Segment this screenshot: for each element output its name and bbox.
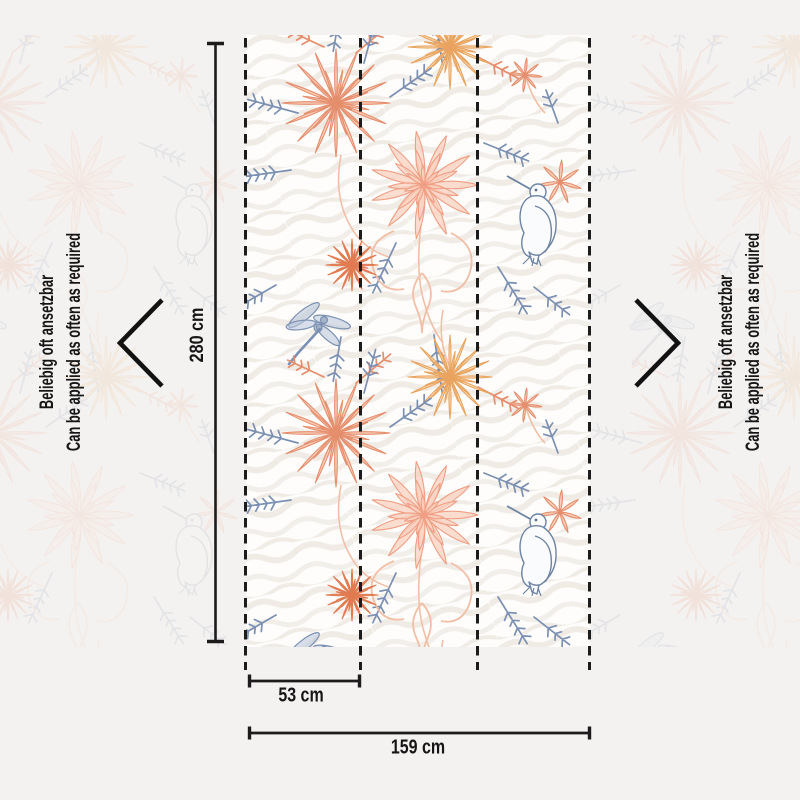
side-note-right-en: Can be applied as often as required [743,232,764,452]
panel-width-value: 53 cm [278,684,324,707]
wallpaper-preview [246,35,590,647]
side-note-right: Beliebig oft ansetzbar Can be applied as… [713,182,767,503]
height-dimension-label: 280 cm [187,303,209,367]
total-width-value: 159 cm [390,736,446,759]
height-value: 280 cm [187,307,208,363]
side-note-left: Beliebig oft ansetzbar Can be applied as… [34,182,88,503]
chevron-right-icon[interactable] [628,294,686,392]
total-width-dimension-label: 159 cm [384,737,452,760]
side-note-left-de: Beliebig oft ansetzbar [37,274,58,410]
panel-width-dimension-label: 53 cm [273,685,330,708]
side-note-left-en: Can be applied as often as required [64,232,85,452]
chevron-left-icon[interactable] [112,294,170,392]
side-note-right-de: Beliebig oft ansetzbar [716,274,737,410]
